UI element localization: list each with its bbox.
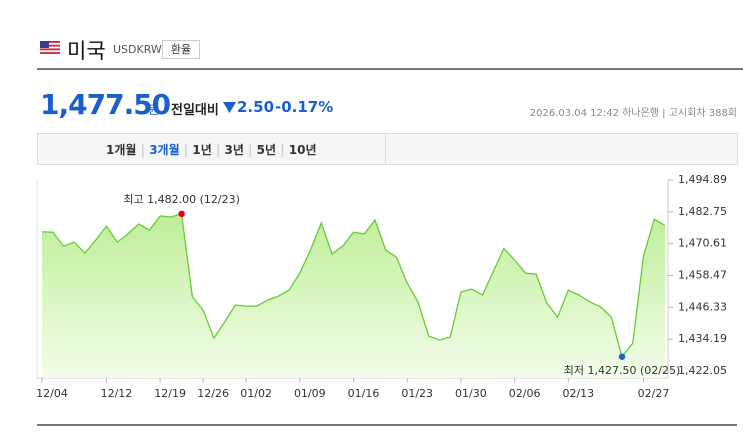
y-tick-label: 1,482.75: [678, 205, 727, 218]
y-tick-label: 1,458.47: [678, 269, 727, 282]
x-tick-label: 02/06: [509, 387, 541, 400]
chart: 1,494.89 1,482.75 1,470.61 1,458.47 1,446.33…: [36, 173, 727, 400]
extreme-marker: [618, 353, 626, 360]
y-tick-label: 1,434.19: [678, 332, 727, 345]
tab[interactable]: 1년: [192, 143, 212, 157]
code: USDKRW: [113, 43, 162, 56]
bank: 하나은행: [622, 108, 659, 119]
tab[interactable]: 3개월: [149, 143, 180, 157]
down-arrow: [223, 102, 236, 113]
tab[interactable]: 10년: [288, 143, 317, 157]
tab-sep: |: [136, 143, 150, 157]
annotation: 최고 1,482.00 (12/23): [123, 193, 240, 206]
change-label: 전일대비: [171, 103, 219, 118]
tab[interactable]: 3년: [224, 143, 244, 157]
quote-info: 2026.03.04 12:42 하나은행 | 고시회차 388회: [529, 108, 737, 119]
tab-sep: |: [211, 143, 225, 157]
rate-button[interactable]: 환율: [162, 40, 200, 59]
tab-sep: |: [179, 143, 193, 157]
x-tick-label: 01/16: [348, 387, 380, 400]
country: 미국: [67, 39, 106, 63]
annotation: 최저 1,427.50 (02/25): [564, 364, 681, 377]
datetime: 2026.03.04 12:42: [529, 108, 619, 119]
round: 고시회차 388회: [668, 108, 737, 119]
extreme-marker: [178, 210, 185, 218]
price: 1,477.50: [40, 88, 171, 121]
tab-sep: |: [276, 143, 289, 157]
y-tick-label: 1,494.89: [678, 173, 727, 186]
x-tick-label: 01/23: [401, 387, 433, 400]
price-unit: 원: [148, 103, 160, 117]
area: [42, 213, 665, 378]
x-tick-label: 12/19: [154, 387, 186, 400]
line: [41, 212, 666, 359]
change: 2.50: [237, 98, 275, 116]
bottom-line: [37, 424, 737, 426]
y-tick-label: 1,470.61: [678, 237, 727, 250]
x-tick-label: 01/30: [455, 387, 487, 400]
y-tick-label: 1,446.33: [678, 300, 727, 313]
x-tick-label: 12/04: [36, 387, 68, 400]
x-tick-label: 12/12: [101, 387, 133, 400]
x-tick-label: 01/09: [294, 387, 326, 400]
tab[interactable]: 5년: [256, 143, 277, 157]
x-tick-label: 02/27: [638, 387, 670, 400]
change-percent: -0.17%: [275, 98, 334, 116]
x-tick-label: 01/02: [240, 387, 272, 400]
tab-sep: |: [243, 143, 257, 157]
tabs: 1개월 | 3개월 | 1년 | 3년 | 5년 | 10년: [106, 141, 317, 158]
flag: [40, 41, 60, 54]
x-tick-label: 12/26: [197, 387, 229, 400]
divider: [37, 68, 743, 70]
tab[interactable]: 1개월: [106, 143, 137, 157]
tab-bar: 1개월 | 3개월 | 1년 | 3년 | 5년 | 10년: [37, 133, 738, 165]
x-tick-label: 02/13: [562, 387, 594, 400]
tab-divider: [385, 134, 386, 164]
y-tick-label: 1,422.05: [678, 364, 727, 377]
